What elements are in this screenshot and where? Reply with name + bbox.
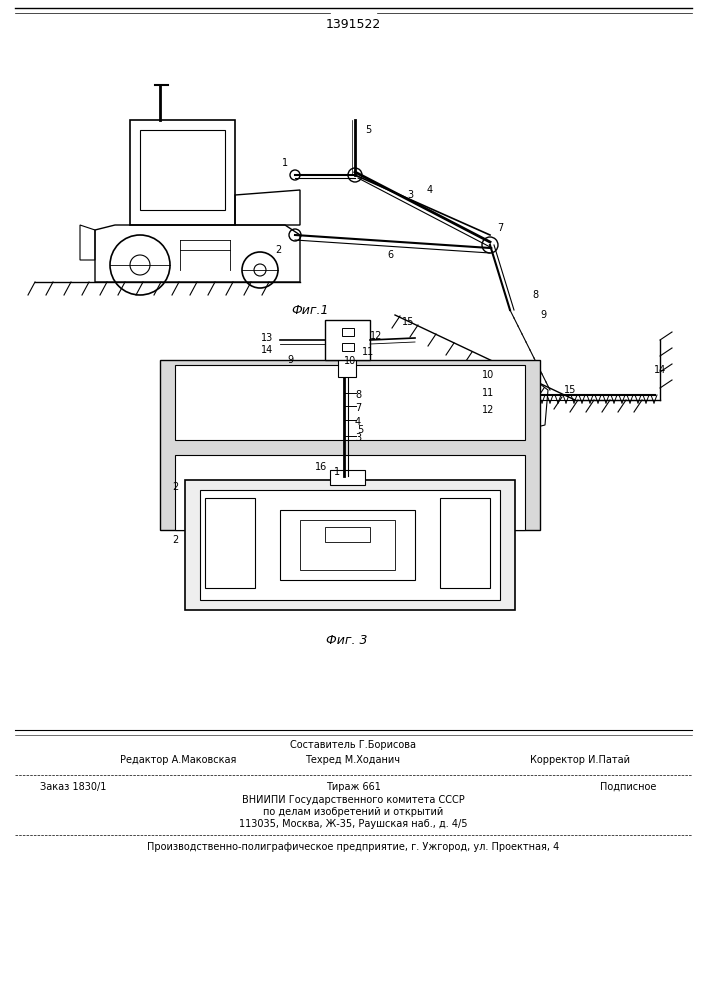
Bar bbox=[300, 520, 395, 570]
Bar bbox=[175, 365, 525, 440]
Text: 10: 10 bbox=[344, 356, 356, 366]
Text: 113035, Москва, Ж-35, Раушская наб., д. 4/5: 113035, Москва, Ж-35, Раушская наб., д. … bbox=[239, 819, 467, 829]
Text: 4: 4 bbox=[427, 185, 433, 195]
Text: по делам изобретений и открытий: по делам изобретений и открытий bbox=[263, 807, 443, 817]
Text: 2: 2 bbox=[172, 482, 178, 492]
Text: 8: 8 bbox=[355, 390, 361, 400]
Text: 11: 11 bbox=[362, 347, 374, 357]
Text: 2: 2 bbox=[172, 535, 178, 545]
Text: Подписное: Подписное bbox=[600, 782, 656, 792]
Text: 14: 14 bbox=[654, 365, 666, 375]
Text: 1: 1 bbox=[334, 467, 340, 477]
Text: Фиг. 3: Фиг. 3 bbox=[326, 634, 368, 647]
Text: 11: 11 bbox=[482, 388, 494, 398]
Text: 14: 14 bbox=[261, 345, 273, 355]
Text: Составитель Г.Борисова: Составитель Г.Борисова bbox=[290, 740, 416, 750]
Bar bbox=[440, 498, 490, 588]
Text: Техред М.Ходанич: Техред М.Ходанич bbox=[305, 755, 400, 765]
Bar bbox=[330, 470, 365, 485]
Text: ВНИИПИ Государственного комитета СССР: ВНИИПИ Государственного комитета СССР bbox=[242, 795, 464, 805]
Bar bbox=[280, 510, 415, 580]
Text: 6: 6 bbox=[387, 250, 393, 260]
Bar bbox=[185, 480, 515, 610]
Text: 5: 5 bbox=[357, 425, 363, 435]
Bar bbox=[175, 455, 525, 530]
Text: 12: 12 bbox=[370, 331, 382, 341]
Text: 9: 9 bbox=[287, 355, 293, 365]
Bar bbox=[325, 527, 370, 542]
Text: 9: 9 bbox=[540, 310, 546, 320]
Bar bbox=[200, 490, 500, 600]
Bar bbox=[342, 343, 354, 351]
Bar bbox=[205, 498, 255, 588]
Text: 3: 3 bbox=[355, 433, 361, 443]
Text: Редактор А.Маковская: Редактор А.Маковская bbox=[120, 755, 236, 765]
Text: 1391522: 1391522 bbox=[325, 18, 380, 31]
Text: Заказ 1830/1: Заказ 1830/1 bbox=[40, 782, 106, 792]
Text: 13: 13 bbox=[261, 333, 273, 343]
Text: 3: 3 bbox=[407, 190, 413, 200]
Text: 7: 7 bbox=[355, 403, 361, 413]
Text: 15: 15 bbox=[402, 317, 414, 327]
Text: Корректор И.Патай: Корректор И.Патай bbox=[530, 755, 630, 765]
Text: Тираж 661: Тираж 661 bbox=[325, 782, 380, 792]
Bar bbox=[342, 328, 354, 336]
Bar bbox=[338, 352, 356, 377]
Text: 12: 12 bbox=[481, 405, 494, 415]
Bar bbox=[325, 320, 370, 360]
Text: 2: 2 bbox=[275, 245, 281, 255]
Text: 7: 7 bbox=[497, 223, 503, 233]
Text: Фиг.1: Фиг.1 bbox=[291, 304, 329, 316]
Text: 8: 8 bbox=[532, 290, 538, 300]
Text: 15: 15 bbox=[563, 385, 576, 395]
Text: 4: 4 bbox=[355, 417, 361, 427]
Text: 1: 1 bbox=[282, 158, 288, 168]
Bar bbox=[160, 360, 540, 530]
Text: Производственно-полиграфическое предприятие, г. Ужгород, ул. Проектная, 4: Производственно-полиграфическое предприя… bbox=[147, 842, 559, 852]
Text: 10: 10 bbox=[482, 370, 494, 380]
Text: 16: 16 bbox=[315, 462, 327, 472]
Text: 5: 5 bbox=[365, 125, 371, 135]
